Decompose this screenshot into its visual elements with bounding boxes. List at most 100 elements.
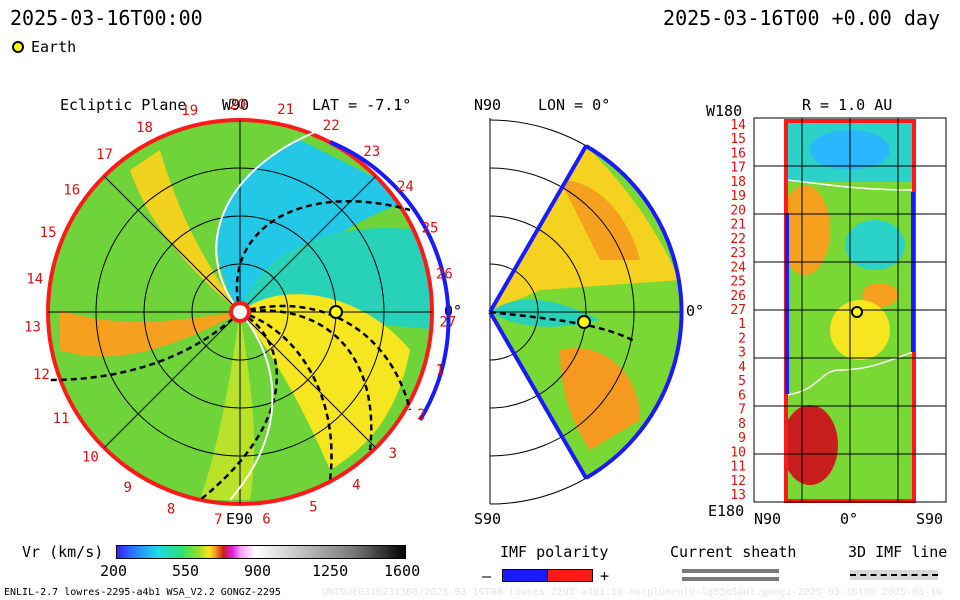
rmap-y-label: 4 xyxy=(738,360,746,375)
rmap-y-label: 9 xyxy=(738,431,746,446)
rmap-y-label: 2 xyxy=(738,332,746,347)
ecliptic-top-label: W90 xyxy=(222,96,250,114)
rmap-y-label: 6 xyxy=(738,388,746,403)
colorbar-gradient xyxy=(116,545,406,559)
rmap-y-label: 23 xyxy=(730,246,746,261)
carrington-label: 9 xyxy=(123,480,131,496)
ecliptic-title: Ecliptic Plane xyxy=(60,96,187,114)
rmap-field xyxy=(787,122,913,500)
meridional-earth-marker xyxy=(577,315,591,329)
rmap-y-label: 16 xyxy=(730,147,746,162)
rmap-y-label: 20 xyxy=(730,203,746,218)
timestamp-right: 2025-03-16T00 +0.00 day xyxy=(663,6,940,30)
footer-left: ENLIL-2.7 lowres-2295-a4b1 WSA_V2.2 GONG… xyxy=(4,587,281,598)
rmap-top-left: W180 xyxy=(706,102,743,120)
colorbar-tick-4: 1600 xyxy=(384,562,421,580)
carrington-label: 2 xyxy=(417,407,425,423)
meridional-rim xyxy=(584,144,684,480)
carrington-label: 5 xyxy=(309,500,317,516)
rmap-y-label: 24 xyxy=(730,260,746,275)
rmap-y-label: 21 xyxy=(730,218,746,233)
rmap-y-label: 15 xyxy=(730,132,746,147)
carrington-label: 15 xyxy=(40,225,57,241)
meridional-bottom-label: S90 xyxy=(474,510,502,528)
carrington-label: 7 xyxy=(214,512,222,528)
ecliptic-imf-lines xyxy=(49,200,412,501)
meridional-top-label: N90 xyxy=(474,96,502,114)
carrington-label: 25 xyxy=(422,220,439,236)
imf-negative-swatch xyxy=(502,569,548,582)
rmap-title: R = 1.0 AU xyxy=(802,96,893,114)
rmap-y-label: 13 xyxy=(730,488,746,503)
sun-marker xyxy=(229,301,251,323)
carrington-label: 16 xyxy=(63,183,80,199)
rmap-x-0: 0° xyxy=(840,510,859,528)
rmap-y-label: 17 xyxy=(730,161,746,176)
earth-legend-icon xyxy=(12,41,24,53)
carrington-label: 17 xyxy=(96,147,113,163)
carrington-label: 22 xyxy=(323,118,340,134)
ecliptic-rim-negative xyxy=(329,140,451,422)
earth-legend-label: Earth xyxy=(31,38,77,56)
rmap-y-label: 25 xyxy=(730,275,746,290)
rmap-y-label: 19 xyxy=(730,189,746,204)
rmap-x-n90: N90 xyxy=(754,510,782,528)
rmap-y-label: 8 xyxy=(738,417,746,432)
rmap-earth-marker xyxy=(851,306,863,318)
carrington-label: 4 xyxy=(352,477,360,493)
rmap-y-label: 5 xyxy=(738,374,746,389)
rmap-y-label: 27 xyxy=(730,303,746,318)
rmap-y-label: 14 xyxy=(730,118,746,133)
carrington-label: 12 xyxy=(33,367,50,383)
rmap-y-label: 26 xyxy=(730,289,746,304)
meridional-right-label: 0° xyxy=(686,302,705,320)
carrington-labels: 19 20 212223242526271234567891011121314151… xyxy=(24,97,456,528)
imf-plus-label: + xyxy=(600,567,610,585)
rmap-y-label: 12 xyxy=(730,474,746,489)
rmap-y-label: 7 xyxy=(738,403,746,418)
carrington-label: 1 xyxy=(436,362,444,378)
rmap-y-label: 3 xyxy=(738,346,746,361)
current-sheath-swatch-bottom xyxy=(682,577,779,581)
imf-polarity-title: IMF polarity xyxy=(500,543,609,561)
ecliptic-earth-marker xyxy=(329,305,343,319)
carrington-label: 26 xyxy=(436,267,453,283)
carrington-label: 18 xyxy=(136,120,153,136)
timestamp-left: 2025-03-16T00:00 xyxy=(10,6,203,30)
rmap-bottom-left: E180 xyxy=(708,502,745,520)
colorbar-tick-2: 900 xyxy=(244,562,272,580)
current-sheath-title: Current sheath xyxy=(670,543,797,561)
rmap-y-label: 1 xyxy=(738,317,746,332)
rmap-y-label: 18 xyxy=(730,175,746,190)
ecliptic-current-sheath xyxy=(215,129,321,501)
carrington-label: 3 xyxy=(389,446,397,462)
carrington-label: 27 xyxy=(439,315,456,331)
rmap-y-label: 11 xyxy=(730,460,746,475)
colorbar-label: Vr (km/s) xyxy=(22,543,104,561)
colorbar-tick-0: 200 xyxy=(100,562,128,580)
ecliptic-lat-label: LAT = -7.1° xyxy=(312,96,412,114)
carrington-label: 13 xyxy=(24,320,41,336)
imf-line-swatch xyxy=(850,574,938,576)
meridional-lon-label: LON = 0° xyxy=(538,96,611,114)
current-sheath-swatch-top xyxy=(682,569,779,573)
imf-positive-swatch xyxy=(547,569,593,582)
carrington-label: 11 xyxy=(53,411,70,427)
carrington-label: 14 xyxy=(26,271,43,287)
imf-line-title: 3D IMF line xyxy=(848,543,948,561)
imf-minus-label: – xyxy=(482,567,492,585)
rmap-y-label: 10 xyxy=(730,445,746,460)
carrington-label: 8 xyxy=(167,501,175,517)
colorbar-tick-1: 550 xyxy=(172,562,200,580)
ecliptic-bottom-label: E90 xyxy=(226,510,254,528)
carrington-label: 19 xyxy=(181,103,198,119)
carrington-label: 23 xyxy=(363,144,380,160)
rmap-y-label: 22 xyxy=(730,232,746,247)
carrington-label: 10 xyxy=(82,450,99,466)
meridional-imf-line xyxy=(489,310,637,344)
rmap-x-s90: S90 xyxy=(916,510,944,528)
rmap-grid xyxy=(753,117,947,503)
